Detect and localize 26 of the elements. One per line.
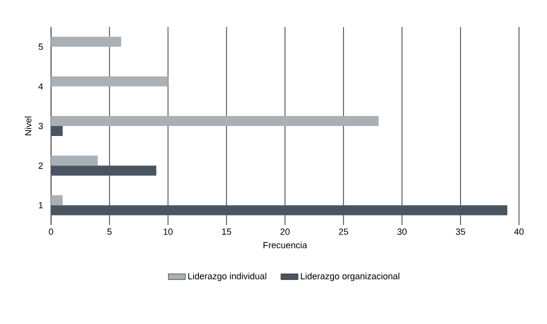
y-tick-label: 4: [38, 83, 43, 90]
x-tick-label: 40: [514, 228, 524, 235]
x-tick-label: 20: [280, 228, 290, 235]
y-tick-label: 1: [38, 202, 43, 208]
y-tick-label: 2: [38, 162, 43, 169]
bar: [51, 126, 63, 136]
x-axis-title: Frecuencia: [264, 242, 308, 248]
x-tick-label: 10: [164, 228, 173, 235]
y-tick-label: 3: [38, 122, 43, 130]
bar: [51, 156, 98, 166]
legend-label: Liderazgo individual: [188, 272, 266, 282]
y-tick-label: 5: [38, 44, 43, 50]
x-tick-label: 5: [107, 228, 112, 235]
x-tick-label: 25: [338, 228, 348, 235]
y-axis-title: Nivel: [24, 116, 32, 136]
bar: [51, 116, 379, 126]
x-tick-label: 30: [397, 228, 407, 235]
x-tick-label: 15: [222, 228, 232, 235]
x-tick-label: 0: [48, 228, 54, 235]
bar: [51, 36, 122, 47]
bar: [51, 205, 508, 216]
legend-label: Liderazgo organizacional: [300, 272, 400, 282]
bar: [51, 76, 168, 86]
bar: [51, 195, 63, 206]
bar: [51, 166, 156, 176]
x-tick-label: 35: [456, 228, 466, 235]
